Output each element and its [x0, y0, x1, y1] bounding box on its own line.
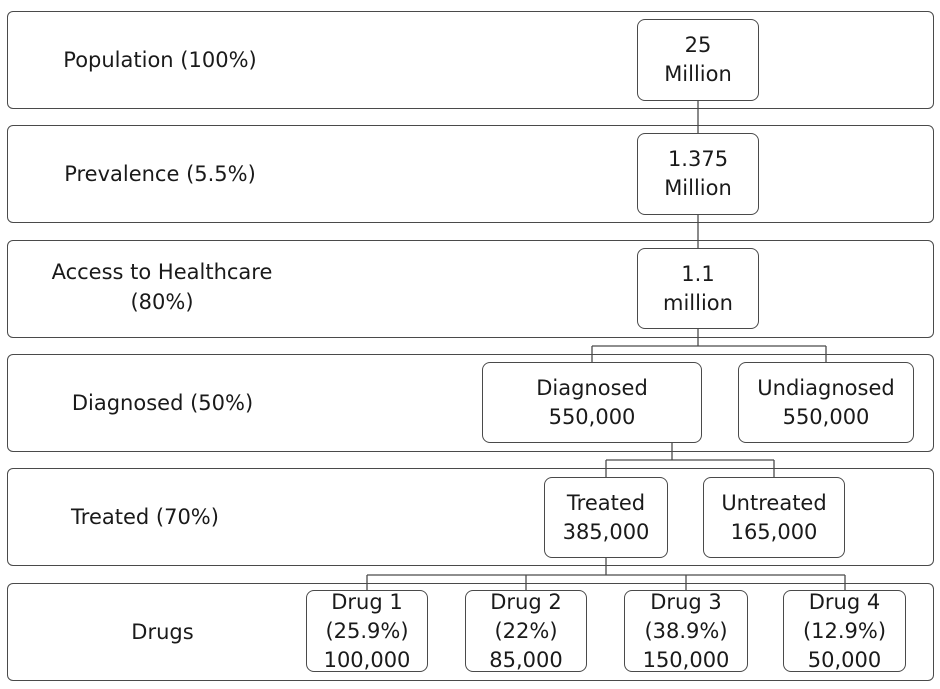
node-access-value: 1.1 — [681, 261, 715, 286]
node-drug2-value: 85,000 — [489, 647, 563, 672]
node-diagnosed-label: Diagnosed — [536, 375, 648, 400]
row-prevalence — [7, 125, 934, 223]
node-drug1-label: Drug 1 — [331, 589, 403, 614]
node-treated-value: 385,000 — [562, 519, 650, 544]
node-drug1: Drug 1 (25.9%) 100,000 — [306, 590, 428, 672]
node-drug1-value: 100,000 — [323, 647, 411, 672]
node-drug4-value: 50,000 — [807, 647, 882, 672]
node-diagnosed-value: 550,000 — [548, 404, 636, 429]
node-population: 25 Million — [637, 19, 759, 101]
diagnosed-label: Diagnosed (50%) — [71, 391, 254, 415]
node-diagnosed: Diagnosed 550,000 — [482, 362, 702, 443]
node-drug3: Drug 3 (38.9%) 150,000 — [624, 590, 748, 672]
node-drug1-share: (25.9%) — [325, 618, 409, 643]
node-drug3-label: Drug 3 — [650, 589, 722, 614]
treated-label: Treated (70%) — [71, 505, 219, 529]
node-untreated-label: Untreated — [721, 490, 827, 515]
node-undiagnosed: Undiagnosed 550,000 — [738, 362, 914, 443]
node-drug2: Drug 2 (22%) 85,000 — [465, 590, 587, 672]
node-prevalence-value: 1.375 — [667, 147, 729, 171]
node-population-value: 25 — [684, 33, 712, 57]
node-drug2-label: Drug 2 — [490, 589, 562, 614]
row-population — [7, 11, 934, 109]
node-population-unit: Million — [664, 62, 732, 86]
node-untreated-value: 165,000 — [730, 519, 818, 544]
node-treated: Treated 385,000 — [544, 477, 668, 558]
node-drug4-label: Drug 4 — [808, 589, 881, 614]
node-prevalence-unit: Million — [664, 176, 732, 200]
node-prevalence: 1.375 Million — [637, 133, 759, 215]
node-drug4-share: (12.9%) — [802, 618, 887, 643]
node-drug3-share: (38.9%) — [644, 618, 728, 643]
node-undiagnosed-value: 550,000 — [782, 404, 870, 429]
node-access-unit: million — [663, 290, 733, 315]
node-access: 1.1 million — [637, 248, 759, 329]
access-label: Access to Healthcare (80%) — [51, 260, 273, 314]
population-label: Population (100%) — [63, 48, 257, 72]
node-untreated: Untreated 165,000 — [703, 477, 845, 558]
drugs-label: Drugs — [131, 620, 194, 644]
node-drug4: Drug 4 (12.9%) 50,000 — [783, 590, 906, 672]
row-access — [7, 240, 934, 338]
node-drug3-value: 150,000 — [642, 647, 730, 672]
node-drug2-share: (22%) — [494, 618, 558, 643]
node-undiagnosed-label: Undiagnosed — [757, 375, 895, 400]
prevalence-label: Prevalence (5.5%) — [64, 162, 256, 186]
node-treated-label: Treated — [566, 490, 646, 515]
